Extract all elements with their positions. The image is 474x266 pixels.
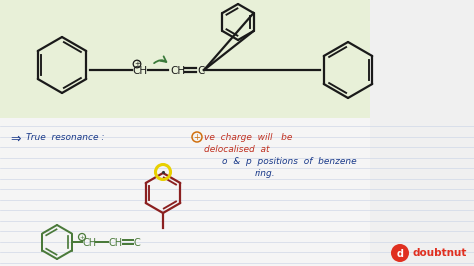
Bar xyxy=(0,0,474,118)
Text: +: + xyxy=(80,235,84,240)
Text: ring.: ring. xyxy=(255,169,275,178)
Text: ⇒: ⇒ xyxy=(10,133,20,146)
Text: True  resonance :: True resonance : xyxy=(26,133,104,142)
Bar xyxy=(370,0,474,266)
Text: CH: CH xyxy=(132,66,147,76)
Text: doubtnut: doubtnut xyxy=(413,248,467,258)
Text: +: + xyxy=(134,61,140,67)
Text: CH: CH xyxy=(170,66,185,76)
Text: o  &  p  positions  of  benzene: o & p positions of benzene xyxy=(222,157,356,166)
Text: d: d xyxy=(397,249,404,259)
Text: delocalised  at: delocalised at xyxy=(204,145,270,154)
Text: CH: CH xyxy=(83,238,97,248)
Text: ve  charge  will   be: ve charge will be xyxy=(204,133,292,142)
Text: +: + xyxy=(193,133,201,142)
Circle shape xyxy=(391,244,409,262)
Text: CH: CH xyxy=(109,238,123,248)
Text: C: C xyxy=(197,66,204,76)
Text: C: C xyxy=(134,238,141,248)
